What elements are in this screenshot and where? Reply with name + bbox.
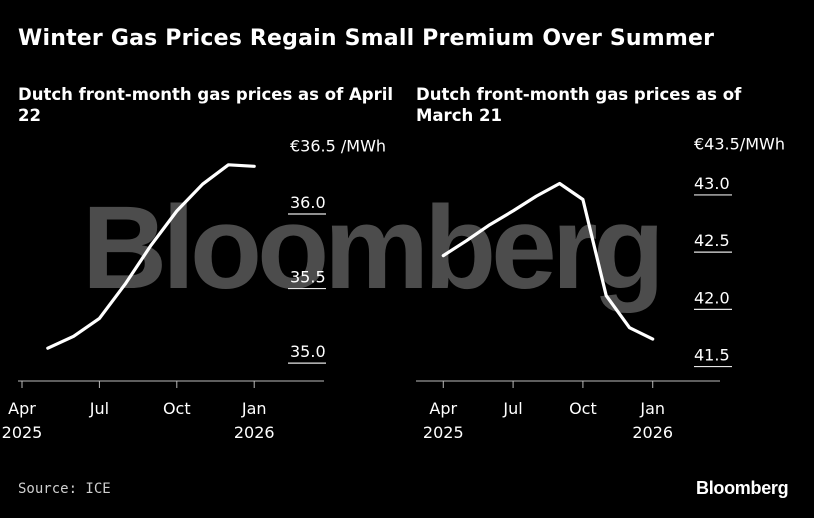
y-tick-label: €43.5/MWh (694, 135, 785, 154)
chart-title: Winter Gas Prices Regain Small Premium O… (18, 26, 715, 51)
price-series-line (441, 181, 655, 341)
x-tick-label: Apr (429, 399, 457, 418)
bloomberg-watermark: Bloomberg (82, 182, 665, 314)
x-tick-label: Jul (502, 399, 522, 418)
x-tick-label: Jul (89, 399, 109, 418)
x-tick-year-label: 2026 (234, 423, 275, 442)
price-series-line (46, 163, 256, 350)
y-tick-label: 35.0 (290, 342, 326, 361)
y-tick-label: 43.0 (694, 174, 730, 193)
x-tick-label: Oct (569, 399, 597, 418)
x-tick-label: Jan (639, 399, 665, 418)
y-tick-label: 42.5 (694, 231, 730, 250)
bloomberg-logo: Bloomberg (696, 478, 789, 498)
x-tick-label: Apr (8, 399, 36, 418)
x-tick-label: Jan (241, 399, 267, 418)
y-tick-label: 36.0 (290, 193, 326, 212)
y-tick-label: 35.5 (290, 268, 326, 287)
y-tick-label: 42.0 (694, 288, 730, 307)
x-tick-label: Oct (163, 399, 191, 418)
left-chart-subtitle: Dutch front-month gas prices as of April… (18, 85, 394, 125)
y-tick-label: €36.5 /MWh (290, 136, 386, 155)
right-chart: 41.5 42.0 42.5 43.0 €43.5/MWh Apr 2025 Jul Oct Ja… (416, 135, 785, 442)
x-tick-year-label: 2025 (423, 423, 464, 442)
y-tick-label: 41.5 (694, 346, 730, 365)
right-chart-subtitle: Dutch front-month gas prices as of March… (416, 85, 742, 125)
left-chart: 35.0 35.5 36.0 €36.5 /MWh Apr 2025 Jul Oct Jan 20… (2, 136, 386, 442)
x-tick-year-label: 2025 (2, 423, 43, 442)
x-tick-year-label: 2026 (632, 423, 673, 442)
source-note: Source: ICE (18, 481, 111, 497)
